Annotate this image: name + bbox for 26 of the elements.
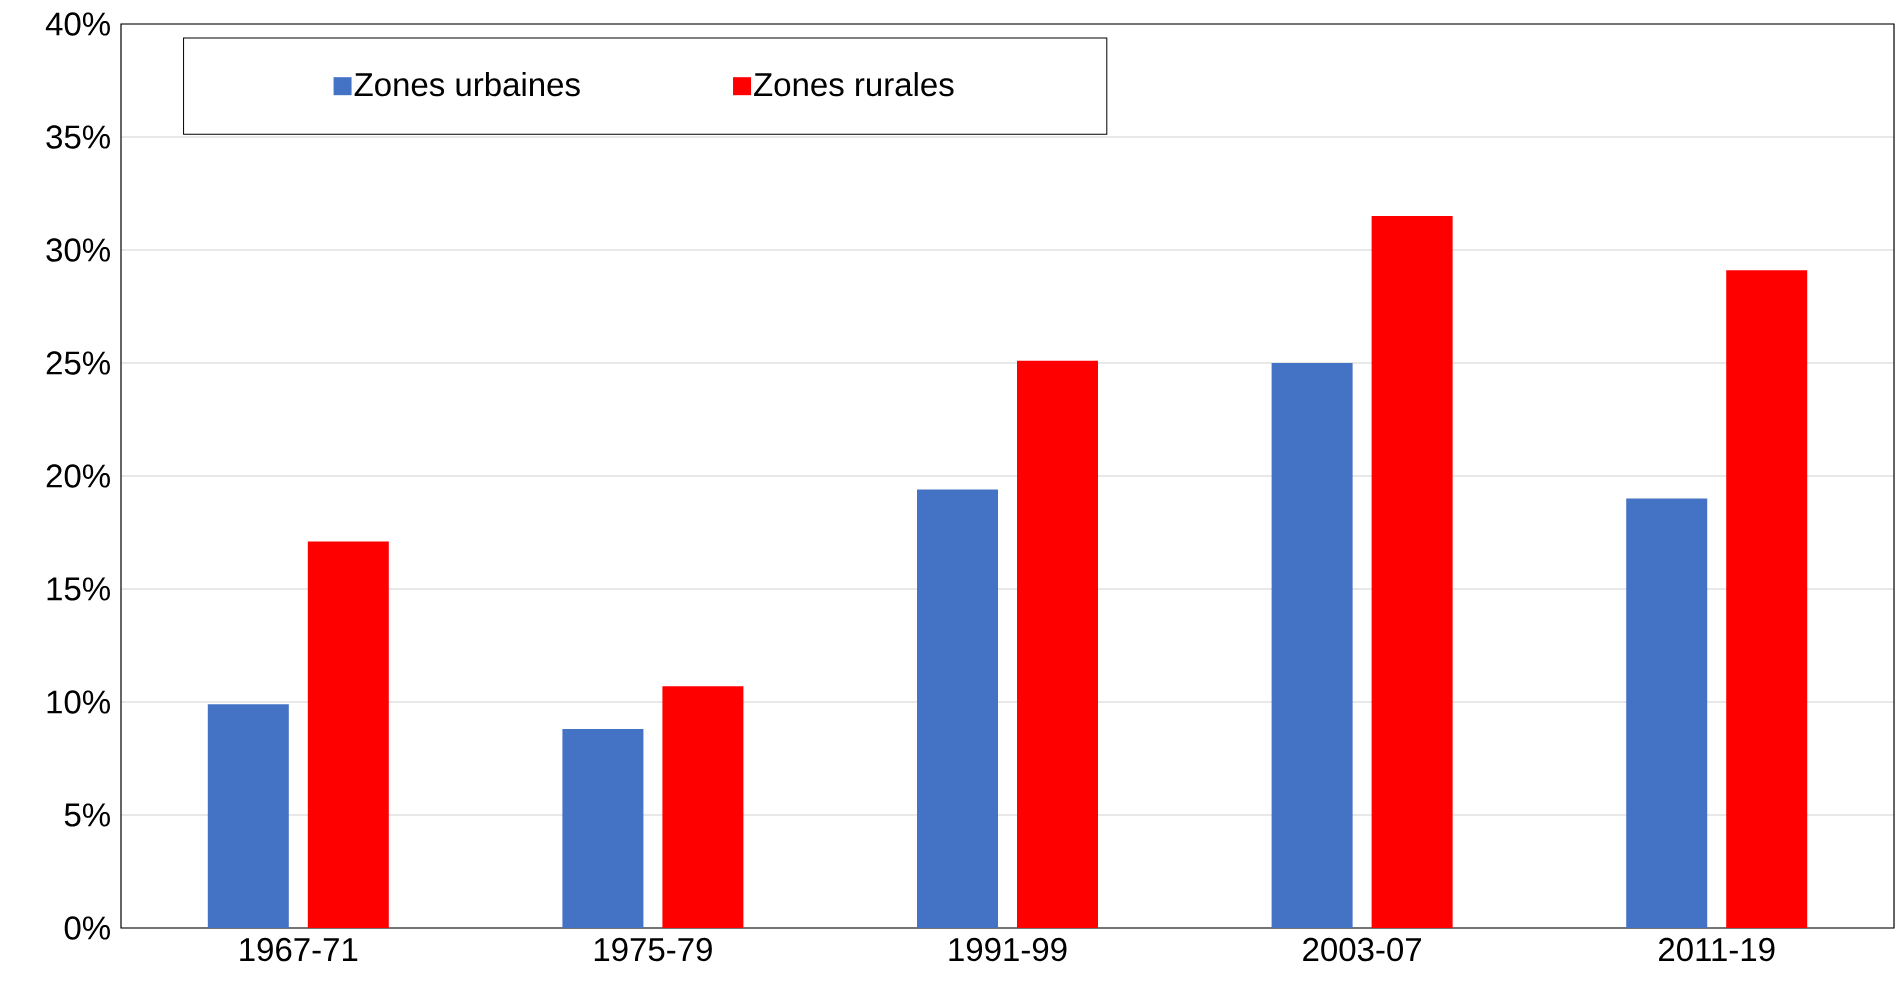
- bar: [1626, 498, 1708, 928]
- x-tick-label: 2003-07: [1303, 937, 1421, 962]
- bar: [662, 686, 744, 928]
- bar: [1271, 363, 1353, 928]
- y-tick-label: 25%: [46, 351, 110, 375]
- bar: [562, 729, 644, 928]
- x-tick-label: 1975-79: [594, 937, 712, 962]
- bar: [307, 541, 389, 928]
- y-tick-label: 35%: [46, 125, 110, 149]
- bar: [207, 704, 289, 928]
- legend-label: Zones rurales: [754, 72, 954, 97]
- bar: [917, 489, 999, 928]
- y-tick-label: 10%: [47, 690, 110, 714]
- y-tick-label: 5%: [64, 803, 110, 827]
- y-tick-label: 40%: [45, 12, 110, 36]
- legend-label: Zones urbaines: [354, 72, 580, 97]
- bar: [1371, 216, 1453, 928]
- y-tick-label: 20%: [46, 464, 110, 488]
- x-tick-label: 1967-71: [240, 937, 358, 962]
- bar: [1017, 360, 1099, 928]
- x-tick-label: 2011-19: [1659, 937, 1775, 962]
- y-tick-label: 30%: [46, 238, 110, 262]
- y-tick-label: 15%: [47, 577, 110, 601]
- y-tick-label: 0%: [64, 916, 110, 940]
- x-tick-label: 1991-99: [949, 937, 1067, 962]
- bar: [1726, 270, 1808, 928]
